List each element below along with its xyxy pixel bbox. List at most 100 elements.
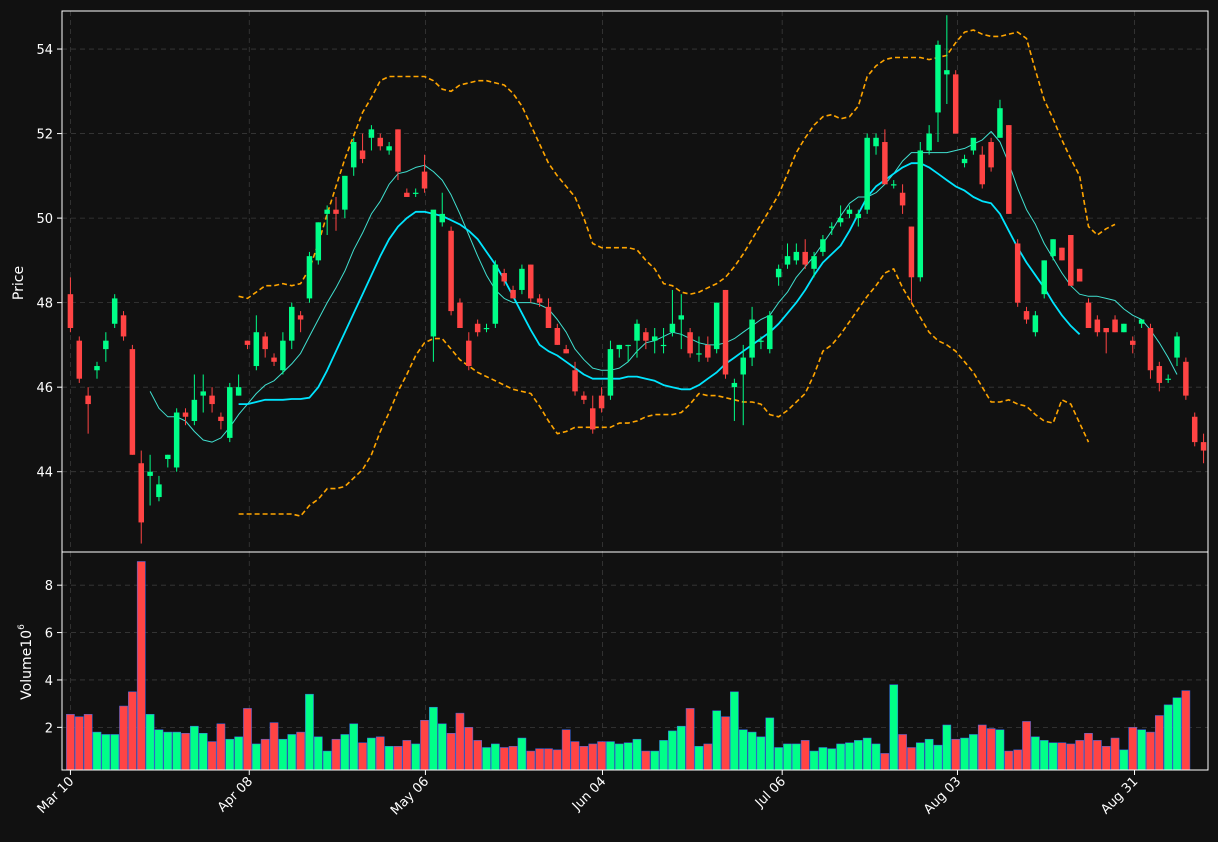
volume-bar [278, 738, 288, 771]
candle-body [156, 484, 162, 498]
volume-bar [1022, 721, 1031, 771]
volume-bar [845, 742, 854, 771]
price-tick-label: 48 [36, 297, 53, 312]
volume-bar [172, 731, 181, 771]
volume-bar [800, 740, 810, 771]
volume-bar [473, 740, 482, 771]
candle-body [1014, 243, 1021, 303]
volume-bar [871, 743, 881, 771]
candle-body [474, 323, 481, 333]
price-tick-label: 50 [36, 212, 53, 227]
volume-bar [614, 743, 624, 771]
candle-body [368, 129, 375, 138]
volume-bar [499, 747, 509, 771]
volume-bar [101, 734, 111, 771]
candle-body [1165, 378, 1171, 380]
volume-bar [482, 747, 491, 771]
candle-body [244, 340, 251, 345]
candle-body [421, 171, 428, 189]
candle-body [448, 230, 454, 312]
volume-bar [296, 731, 305, 771]
candle-body [510, 289, 516, 299]
candle-body [873, 137, 879, 147]
volume-bar [703, 743, 713, 771]
volume-bar [313, 736, 323, 771]
candle-body [342, 175, 348, 210]
volume-tick-label: 6 [45, 627, 53, 642]
candle-body [1050, 239, 1056, 257]
volume-bar [1128, 727, 1138, 771]
volume-bar [898, 734, 907, 771]
volume-bar [508, 746, 518, 771]
volume-bar [517, 737, 527, 771]
volume-bar [924, 738, 934, 771]
volume-bar [907, 747, 916, 771]
candle-body [324, 209, 330, 214]
volume-bar [420, 719, 429, 771]
volume-bar [1075, 740, 1084, 771]
volume-bar [827, 748, 837, 771]
candle-body [1191, 416, 1198, 443]
volume-bar [1066, 743, 1076, 771]
candle-body [802, 251, 808, 265]
volume-bar [597, 741, 606, 771]
volume-bar [429, 706, 438, 771]
volume-bar [765, 717, 775, 771]
candle-body [740, 357, 746, 375]
volume-bar [260, 738, 270, 771]
sma-slow-line [238, 162, 1081, 406]
volume-bar [747, 731, 757, 771]
candle-body [581, 395, 587, 400]
candle-body [846, 209, 853, 214]
volume-bar [393, 746, 403, 771]
price-tick-label: 52 [36, 128, 53, 143]
volume-bar [632, 738, 642, 771]
volume-bar [1146, 731, 1155, 771]
volume-bar [1110, 737, 1120, 771]
volume-bar [402, 740, 412, 771]
candle-body [811, 256, 817, 269]
candle-body [457, 302, 463, 328]
volume-y-ticks: 2 4 6 8 [45, 579, 62, 736]
volume-bar [1039, 740, 1049, 771]
candle-body [669, 323, 676, 333]
volume-bar [349, 723, 359, 771]
bollinger-upper-line [238, 29, 1116, 300]
candle-body [722, 289, 729, 375]
candle-body [412, 192, 419, 194]
candle-body [359, 150, 366, 159]
candle-body [200, 391, 206, 396]
volume-bar [455, 712, 465, 771]
volume-tick-label: 2 [45, 721, 53, 736]
candle-body [1174, 336, 1180, 358]
volume-bar [464, 727, 474, 771]
volume-bar [986, 728, 996, 771]
price-tick-label: 54 [36, 43, 53, 58]
candle-body [306, 256, 313, 299]
volume-bar [243, 708, 252, 771]
candle-body [288, 306, 295, 341]
volume-bar [252, 743, 261, 771]
volume-bar [641, 750, 651, 771]
volume-bar [942, 724, 952, 771]
volume-bar [933, 744, 943, 771]
volume-bar [889, 684, 899, 771]
candle-body [589, 408, 596, 430]
candle-body [271, 357, 277, 362]
volume-bar [83, 714, 93, 771]
candle-body [466, 340, 472, 367]
volume-bar [792, 743, 801, 771]
volume-bar [623, 742, 633, 771]
volume-gridlines [62, 552, 1208, 770]
candle-body [607, 349, 614, 396]
candle-body [297, 315, 304, 320]
price-tick-label: 46 [36, 381, 53, 396]
volume-bar [570, 741, 580, 771]
candle-body [979, 154, 986, 185]
volume-bar [1013, 749, 1022, 771]
candle-body [908, 226, 915, 278]
volume-bar [526, 750, 536, 771]
volume-bar [809, 750, 819, 771]
